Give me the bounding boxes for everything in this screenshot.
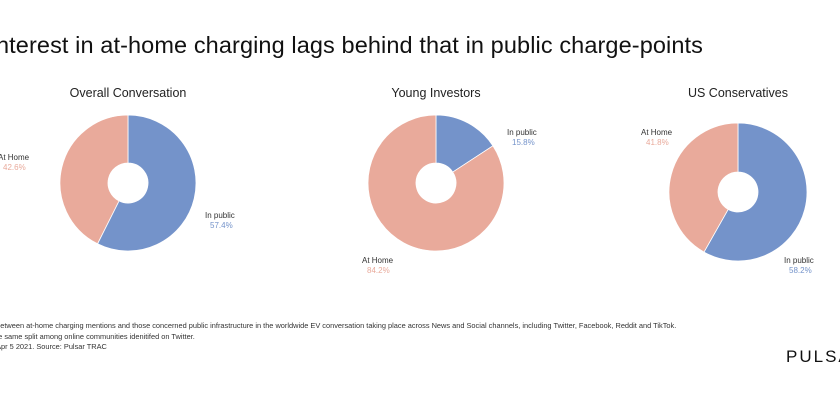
- brand-logo: PULSAR: [786, 347, 840, 366]
- donut-slice-in-public: [96, 114, 197, 252]
- slice-label: At Home: [362, 256, 394, 265]
- slice-label: In public: [205, 211, 235, 220]
- footnote-line: t between at-home charging mentions and …: [0, 321, 677, 330]
- donut-slice-in-public: [703, 122, 808, 262]
- slice-label: At Home: [0, 153, 30, 162]
- footnote-line: - Apr 5 2021. Source: Pulsar TRAC: [0, 342, 107, 351]
- slice-value-label: 15.8%: [512, 138, 535, 147]
- slice-label: In public: [784, 256, 814, 265]
- page-title: nterest in at-home charging lags behind …: [0, 32, 704, 58]
- donut-slice-at-home: [668, 122, 739, 253]
- slice-value-label: 57.4%: [210, 221, 233, 230]
- footnotes: t between at-home charging mentions and …: [0, 321, 676, 353]
- slice-label: At Home: [641, 128, 673, 137]
- donut-slice-at-home: [59, 114, 129, 245]
- slice-value-label: 58.2%: [789, 266, 812, 275]
- slice-value-label: 84.2%: [367, 266, 390, 275]
- chart-title-young-investors: Young Investors: [391, 86, 481, 100]
- slice-label: In public: [507, 128, 537, 137]
- slice-value-label: 42.6%: [3, 163, 26, 172]
- footnote-line: the same split among online communities …: [0, 331, 195, 341]
- chart-title-us-conservatives: US Conservatives: [687, 86, 789, 100]
- donut-slice-at-home: [367, 114, 505, 252]
- chart-title-overall: Overall Conversation: [69, 86, 187, 100]
- slice-value-label: 41.8%: [646, 138, 669, 147]
